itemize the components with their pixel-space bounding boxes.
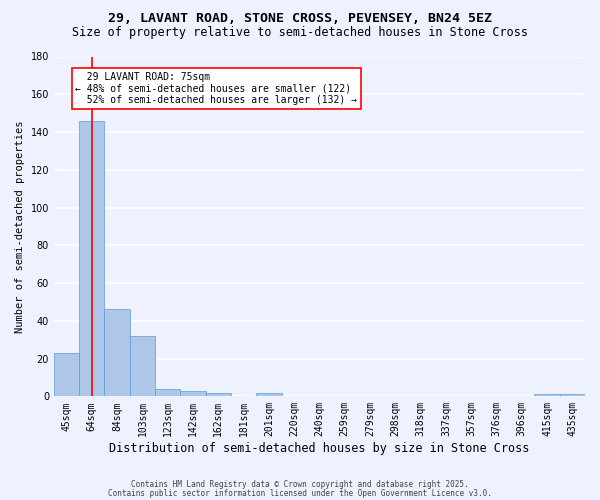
Bar	[535, 394, 560, 396]
Bar	[560, 394, 585, 396]
Y-axis label: Number of semi-detached properties: Number of semi-detached properties	[15, 120, 25, 332]
Bar	[104, 310, 130, 396]
Text: 29, LAVANT ROAD, STONE CROSS, PEVENSEY, BN24 5EZ: 29, LAVANT ROAD, STONE CROSS, PEVENSEY, …	[108, 12, 492, 26]
Text: Contains HM Land Registry data © Crown copyright and database right 2025.: Contains HM Land Registry data © Crown c…	[131, 480, 469, 489]
Bar	[256, 392, 281, 396]
Bar	[155, 389, 181, 396]
Bar	[206, 392, 231, 396]
Bar	[181, 390, 206, 396]
Text: 29 LAVANT ROAD: 75sqm
← 48% of semi-detached houses are smaller (122)
  52% of s: 29 LAVANT ROAD: 75sqm ← 48% of semi-deta…	[76, 72, 358, 105]
Text: Contains public sector information licensed under the Open Government Licence v3: Contains public sector information licen…	[108, 488, 492, 498]
Text: Size of property relative to semi-detached houses in Stone Cross: Size of property relative to semi-detach…	[72, 26, 528, 39]
Bar	[54, 353, 79, 397]
Bar	[130, 336, 155, 396]
Bar	[79, 120, 104, 396]
X-axis label: Distribution of semi-detached houses by size in Stone Cross: Distribution of semi-detached houses by …	[109, 442, 530, 455]
